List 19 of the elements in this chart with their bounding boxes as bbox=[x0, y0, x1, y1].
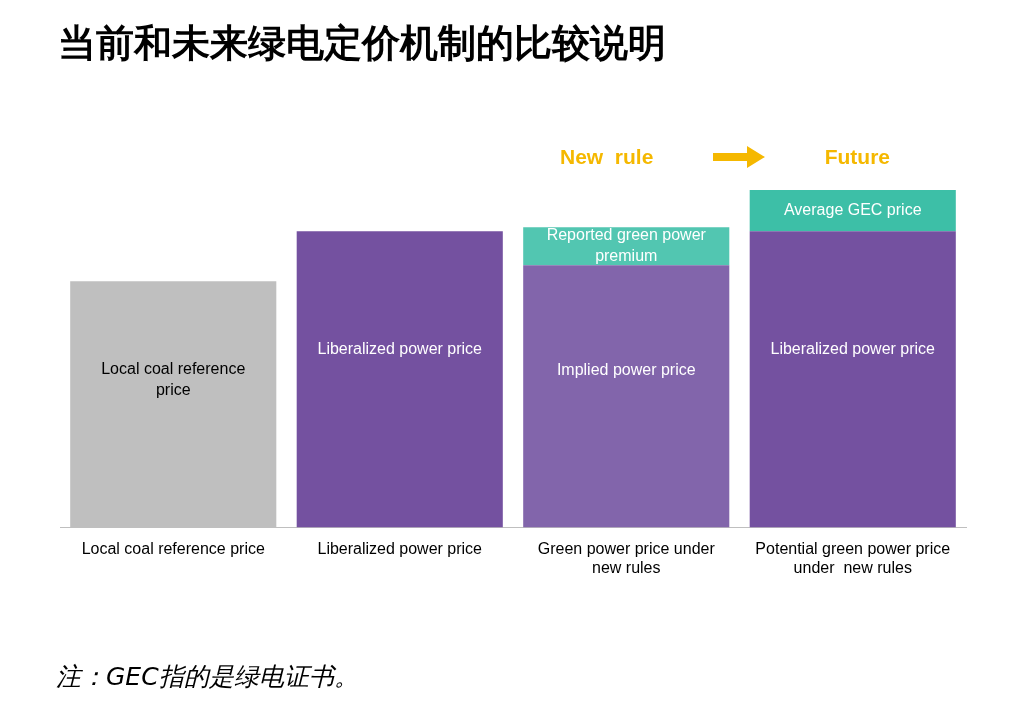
series-label: Implied power price bbox=[556, 360, 696, 378]
text: New rule bbox=[560, 145, 654, 169]
x-tick-label: Liberalized power price bbox=[317, 539, 483, 557]
series-label: Liberalized power price bbox=[770, 340, 936, 358]
bar bbox=[749, 231, 956, 528]
x-tick-label: Potential green power price under new rules bbox=[755, 539, 951, 576]
text: Liberalized power price bbox=[317, 340, 483, 358]
x-tick-label: Green power price under new rules bbox=[537, 539, 716, 576]
text: Future bbox=[824, 145, 890, 169]
series-label: Local coal reference price bbox=[101, 359, 246, 398]
chart-title: 当前和未来绿电定价机制的比较说明 bbox=[58, 20, 666, 67]
series-label: Average GEC price bbox=[783, 201, 922, 218]
bar bbox=[296, 231, 503, 528]
bar bbox=[749, 190, 956, 232]
text: 注：GEC指的是绿电证书。 bbox=[56, 661, 359, 693]
bar bbox=[523, 265, 730, 528]
series-label: Reported green power premium bbox=[546, 226, 707, 265]
x-tick-label: Local coal reference price bbox=[81, 539, 265, 557]
bar bbox=[70, 281, 277, 528]
